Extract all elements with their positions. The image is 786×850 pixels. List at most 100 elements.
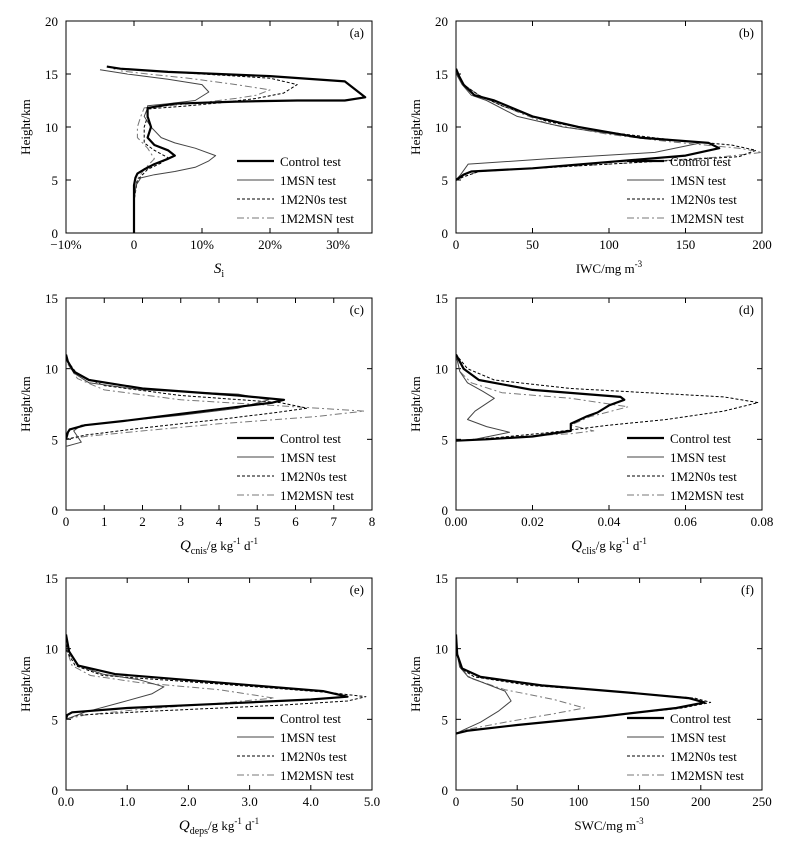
panel-label: (d) xyxy=(739,302,754,317)
y-axis-label: Height/km xyxy=(18,656,33,712)
x-tick-label: 0 xyxy=(131,237,138,252)
x-axis-label: Qcnis/g kg-1 d-1 xyxy=(180,536,258,557)
legend-label: 1M2N0s test xyxy=(280,749,347,764)
x-tick-label: 4.0 xyxy=(303,794,319,809)
legend-label: Control test xyxy=(280,711,341,726)
series-line-1m2n0s-test xyxy=(456,354,759,442)
y-tick-label: 5 xyxy=(52,432,59,447)
legend-label: 1M2MSN test xyxy=(670,488,744,503)
x-axis-label: SWC/mg m-3 xyxy=(574,816,644,833)
plot-frame xyxy=(455,577,763,791)
x-axis-label: IWC/mg m-3 xyxy=(576,259,643,276)
x-tick-label: 0.08 xyxy=(751,514,774,529)
x-tick-label: 200 xyxy=(752,237,772,252)
y-tick-label: 10 xyxy=(45,120,58,135)
y-tick-label: 15 xyxy=(45,67,58,82)
legend-label: 1M2N0s test xyxy=(670,469,737,484)
series-line-control-test xyxy=(106,65,367,233)
x-tick-label: 30% xyxy=(326,237,350,252)
x-tick-label: 150 xyxy=(676,237,696,252)
series-line-1m2n0s-test xyxy=(66,634,367,720)
chart-panel-c: 0 1 2 3 4 5 6 7 8 0 5 10 15 Height/km Qcnis/g kg-1 d-1… xyxy=(18,291,375,557)
legend-label: 1MSN test xyxy=(280,173,336,188)
series-line-1m2n0s-test xyxy=(113,68,298,233)
y-axis-label: Height/km xyxy=(408,656,423,712)
y-axis-label: Height/km xyxy=(18,376,33,432)
legend-label: 1M2N0s test xyxy=(670,749,737,764)
y-tick-label: 0 xyxy=(52,226,59,241)
chart-panel-e: 0.0 1.0 2.0 3.0 4.0 5.0 0 5 10 15 Height/km Qdeps/g… xyxy=(18,571,380,837)
series-line-1msn-test xyxy=(456,68,702,181)
y-tick-label: 10 xyxy=(435,362,448,377)
y-tick-label: 5 xyxy=(52,712,59,727)
x-tick-label: 0.02 xyxy=(521,514,544,529)
legend-label: 1M2MSN test xyxy=(280,211,354,226)
series-line-1m2msn-test xyxy=(456,354,629,442)
y-tick-label: 10 xyxy=(435,642,448,657)
panel-label: (b) xyxy=(739,25,754,40)
x-tick-label: 150 xyxy=(630,794,650,809)
legend-label: 1MSN test xyxy=(280,730,336,745)
x-tick-label: 2 xyxy=(139,514,146,529)
y-tick-label: 5 xyxy=(52,173,59,188)
plot-frame xyxy=(65,577,373,791)
legend-label: 1MSN test xyxy=(670,730,726,745)
x-tick-label: 50 xyxy=(526,237,539,252)
panel-label: (e) xyxy=(350,582,364,597)
series-line-1m2msn-test xyxy=(120,70,271,233)
x-tick-label: 0.00 xyxy=(445,514,468,529)
x-tick-label: 5.0 xyxy=(364,794,380,809)
x-tick-label: 100 xyxy=(569,794,589,809)
series-line-control-test xyxy=(66,634,349,720)
y-tick-label: 5 xyxy=(442,712,449,727)
y-tick-label: 10 xyxy=(45,642,58,657)
x-tick-label: 4 xyxy=(216,514,223,529)
x-tick-label: 50 xyxy=(511,794,524,809)
chart-panel-a: −10% 0 10% 20% 30%05101520Height/kmSi(a)Cont… xyxy=(18,14,373,280)
x-tick-label: 0 xyxy=(453,237,460,252)
y-tick-label: 5 xyxy=(442,432,449,447)
y-tick-label: 5 xyxy=(442,173,449,188)
chart-panel-b: 0 50 100 150 200 0 5 10 15 20 Height/km IWC/mg m-3 (… xyxy=(408,14,772,276)
series-line-1msn-test xyxy=(456,354,511,442)
x-tick-label: 7 xyxy=(331,514,338,529)
series-line-1msn-test xyxy=(66,354,270,447)
series-line-control-test xyxy=(456,634,706,735)
x-tick-label: 0 xyxy=(453,794,460,809)
series-line-control-test xyxy=(66,354,286,440)
legend-label: Control test xyxy=(280,431,341,446)
x-tick-label: 0.04 xyxy=(598,514,621,529)
legend-label: 1M2MSN test xyxy=(280,488,354,503)
x-tick-label: 5 xyxy=(254,514,261,529)
x-tick-label: 3 xyxy=(178,514,185,529)
legend-label: 1M2MSN test xyxy=(670,768,744,783)
series-line-control-test xyxy=(456,68,721,181)
x-tick-label: 10% xyxy=(190,237,214,252)
x-tick-label: 20% xyxy=(258,237,282,252)
y-tick-label: 0 xyxy=(442,226,449,241)
x-tick-label: 100 xyxy=(599,237,619,252)
y-tick-label: 20 xyxy=(45,14,58,29)
chart-panel-d: 0.00 0.02 0.04 0.06 0.08 0 5 10 15 Height/km Qclis… xyxy=(408,291,773,557)
series-line-1msn-test xyxy=(99,69,217,233)
x-tick-label: 0.0 xyxy=(58,794,74,809)
y-tick-label: 15 xyxy=(435,571,448,586)
panel-label: (a) xyxy=(350,25,364,40)
x-axis-label: Si xyxy=(214,261,225,280)
legend-label: Control test xyxy=(670,711,731,726)
x-tick-label: 1.0 xyxy=(119,794,135,809)
y-tick-label: 10 xyxy=(435,120,448,135)
x-tick-label: −10% xyxy=(50,237,81,252)
x-tick-label: 0 xyxy=(63,514,70,529)
series-line-1m2msn-test xyxy=(456,634,585,734)
y-tick-label: 20 xyxy=(435,14,448,29)
series-line-1m2n0s-test xyxy=(66,354,308,440)
x-tick-label: 8 xyxy=(369,514,376,529)
y-tick-label: 0 xyxy=(52,783,59,798)
y-axis-label: Height/km xyxy=(18,99,33,155)
legend-label: 1M2N0s test xyxy=(280,469,347,484)
legend-label: 1M2N0s test xyxy=(670,192,737,207)
y-tick-label: 15 xyxy=(435,67,448,82)
x-axis-label: Qdeps/g kg-1 d-1 xyxy=(179,816,259,837)
